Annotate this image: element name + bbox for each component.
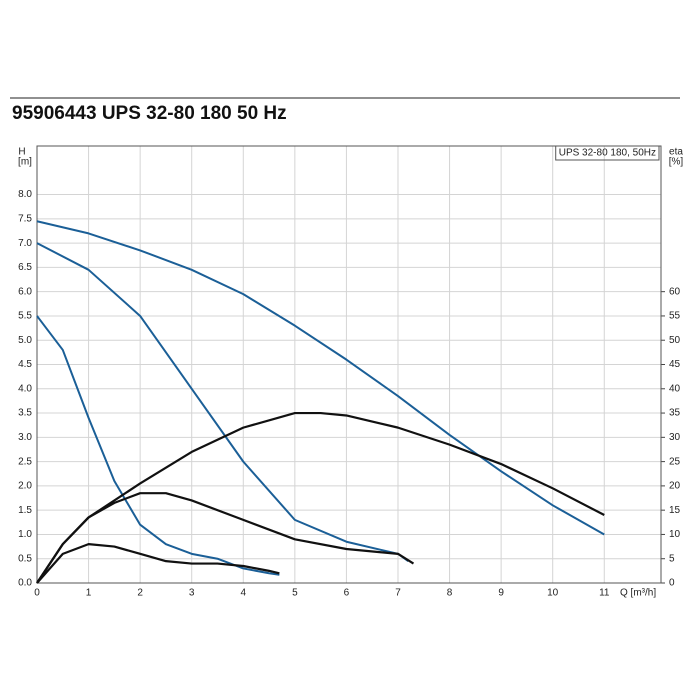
- y-tick-label: 0.0: [18, 578, 32, 589]
- y2-axis-unit: [%]: [669, 157, 684, 168]
- y-tick-label: 7.5: [18, 213, 32, 224]
- y-tick-label: 1.0: [18, 529, 32, 540]
- y2-tick-label: 15: [669, 505, 681, 516]
- curve: [36, 411, 605, 584]
- y2-tick-label: 35: [669, 408, 681, 419]
- x-tick-label: 10: [547, 588, 559, 599]
- y-tick-label: 3.5: [18, 408, 32, 419]
- y-tick-label: 6.5: [18, 262, 32, 273]
- y-tick-label: 0.5: [18, 553, 32, 564]
- x-tick-label: 1: [86, 588, 92, 599]
- chart-title: 95906443 UPS 32-80 180 50 Hz: [12, 103, 287, 124]
- y2-tick-label: 25: [669, 456, 681, 467]
- y2-tick-label: 45: [669, 359, 681, 370]
- curve: [36, 315, 280, 576]
- legend-text: UPS 32-80 180, 50Hz: [559, 148, 656, 159]
- y2-tick-label: 10: [669, 529, 681, 540]
- curve: [36, 242, 409, 562]
- y-axis-unit: [m]: [18, 157, 32, 168]
- y-axis-label: H: [18, 147, 25, 158]
- y2-tick-label: 50: [669, 335, 681, 346]
- x-tick-label: 11: [599, 588, 610, 599]
- x-tick-label: 0: [34, 588, 40, 599]
- curve: [36, 492, 415, 584]
- curve: [36, 220, 605, 536]
- y2-tick-label: 60: [669, 286, 681, 297]
- y-tick-label: 4.5: [18, 359, 32, 370]
- y2-tick-label: 20: [669, 481, 681, 492]
- x-tick-label: 8: [447, 588, 453, 599]
- y-tick-label: 2.0: [18, 481, 32, 492]
- y2-axis-label: eta: [669, 147, 683, 158]
- legend-box: [555, 145, 660, 161]
- x-tick-label: 3: [189, 588, 195, 599]
- x-axis-label: Q [m³/h]: [620, 588, 656, 599]
- y-tick-label: 6.0: [18, 286, 32, 297]
- x-tick-label: 9: [498, 588, 504, 599]
- y2-tick-label: 30: [669, 432, 681, 443]
- y-tick-label: 3.0: [18, 432, 32, 443]
- y2-tick-label: 5: [669, 553, 675, 564]
- y-tick-label: 5.0: [18, 335, 32, 346]
- y-tick-label: 8.0: [18, 189, 32, 200]
- y2-tick-label: 55: [669, 311, 681, 322]
- x-tick-label: 2: [137, 588, 143, 599]
- y-tick-label: 7.0: [18, 238, 32, 249]
- x-tick-label: 6: [344, 588, 350, 599]
- plot-frame: [36, 145, 662, 584]
- x-tick-label: 4: [240, 588, 246, 599]
- y2-tick-label: 40: [669, 383, 681, 394]
- curve: [36, 543, 280, 584]
- y-tick-label: 5.5: [18, 311, 32, 322]
- y-tick-label: 1.5: [18, 505, 32, 516]
- x-tick-label: 7: [395, 588, 401, 599]
- y2-tick-label: 0: [669, 578, 675, 589]
- y-tick-label: 4.0: [18, 383, 32, 394]
- y-tick-label: 2.5: [18, 456, 32, 467]
- x-tick-label: 5: [292, 588, 298, 599]
